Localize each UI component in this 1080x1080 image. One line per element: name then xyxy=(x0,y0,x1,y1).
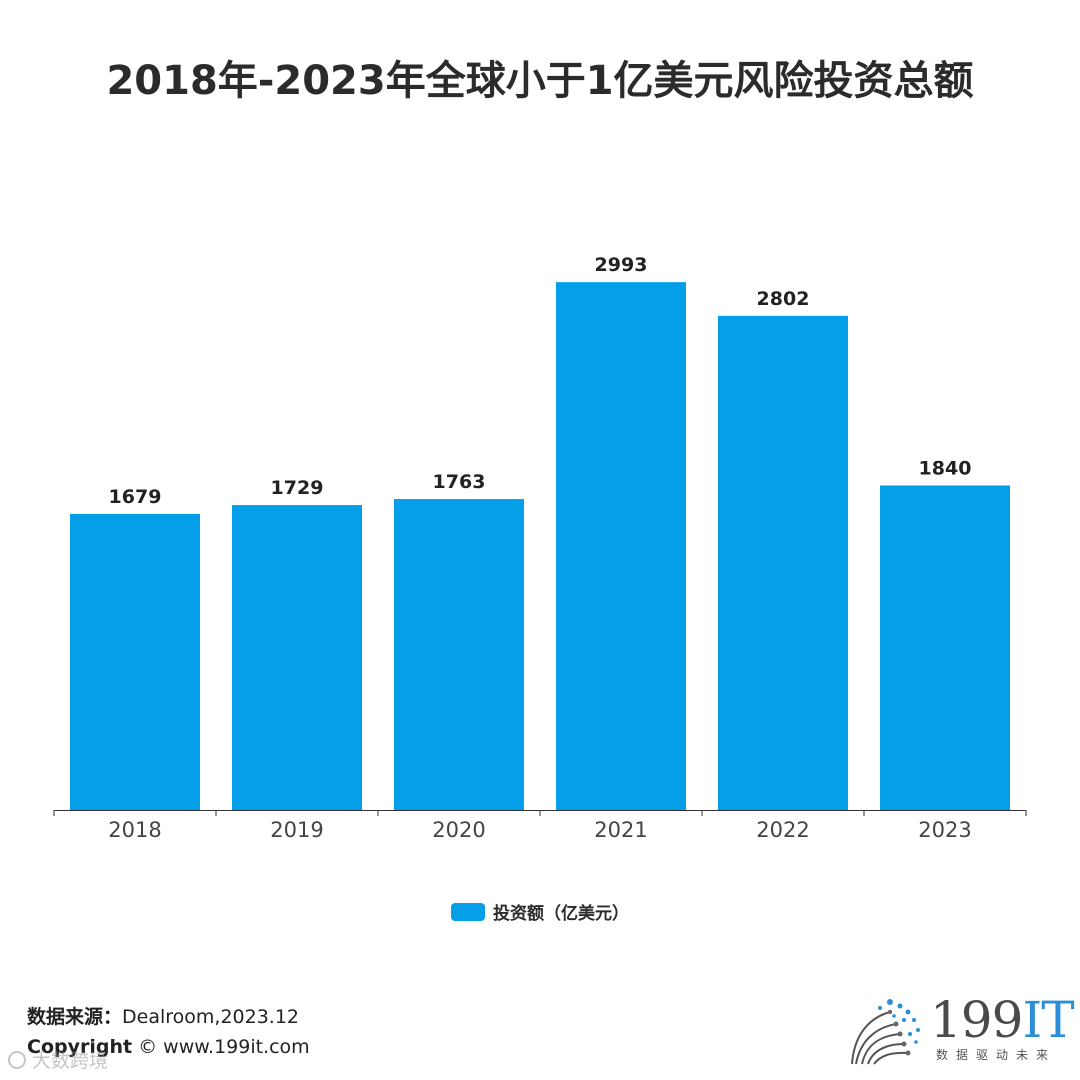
copyright: Copyright © www.199it.com xyxy=(27,1036,310,1058)
chart-legend: 投资额（亿美元） xyxy=(0,899,1080,924)
watermark-icon xyxy=(8,1050,26,1069)
bar-2019 xyxy=(232,505,362,810)
chart-title: 2018年-2023年全球小于1亿美元风险投资总额 xyxy=(106,58,974,104)
data-source-value: Dealroom,2023.12 xyxy=(122,1006,300,1028)
bar-2023 xyxy=(880,485,1010,810)
bar-chart: 1679 1729 1763 2993 2802 1840 2018 2019 2020 2021… xyxy=(53,254,1027,842)
bar-2018 xyxy=(70,513,200,810)
x-tick-label-2020: 2020 xyxy=(432,818,485,842)
logo-wordmark: 199IT xyxy=(930,990,1075,1050)
logo-main: 199 xyxy=(930,991,1023,1049)
x-tick-label-2023: 2023 xyxy=(918,818,971,842)
value-label-2023: 1840 xyxy=(919,457,972,479)
value-label-2018: 1679 xyxy=(109,486,162,508)
legend-swatch xyxy=(451,902,485,921)
bar-2020 xyxy=(394,499,524,810)
x-tick-label-2021: 2021 xyxy=(594,818,647,842)
value-label-2019: 1729 xyxy=(271,477,324,499)
brand-logo: 199IT 数据驱动未来 xyxy=(846,990,1075,1070)
data-source: 数据来源：Dealroom,2023.12 xyxy=(27,1002,299,1029)
x-tick-label-2022: 2022 xyxy=(756,818,809,842)
dot-fan-logo-icon xyxy=(851,999,920,1065)
logo-accent: IT xyxy=(1022,991,1074,1049)
value-label-2022: 2802 xyxy=(757,288,810,310)
watermark: 大数跨境 xyxy=(8,1046,108,1073)
value-label-2020: 1763 xyxy=(433,471,486,493)
bar-2021 xyxy=(556,282,686,810)
value-label-2021: 2993 xyxy=(595,254,648,276)
bar-2022 xyxy=(718,315,848,810)
watermark-text: 大数跨境 xyxy=(32,1050,109,1072)
legend-label: 投资额（亿美元） xyxy=(493,904,629,924)
copyright-label: Copyright xyxy=(27,1036,133,1058)
x-tick-label-2019: 2019 xyxy=(270,818,323,842)
logo-tagline: 数据驱动未来 xyxy=(936,1048,1057,1062)
copyright-value: © www.199it.com xyxy=(138,1036,310,1058)
data-source-label: 数据来源： xyxy=(27,1006,123,1028)
x-tick-label-2018: 2018 xyxy=(108,818,161,842)
